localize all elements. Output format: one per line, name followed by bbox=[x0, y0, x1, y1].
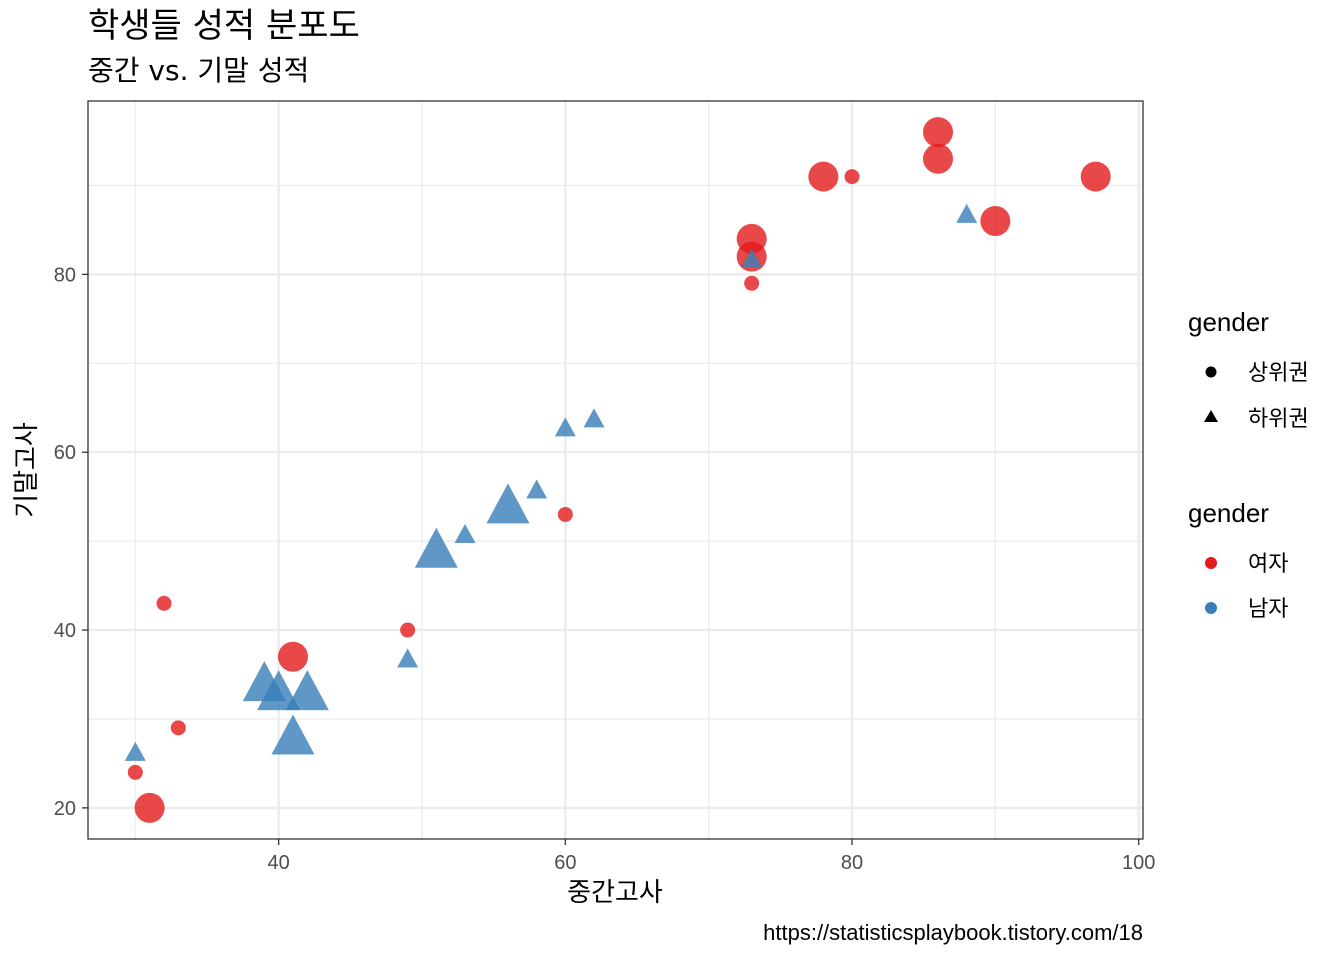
data-point-circle bbox=[127, 764, 143, 780]
data-point-circle bbox=[156, 595, 172, 611]
x-tick-label: 40 bbox=[268, 852, 290, 874]
data-point-circle bbox=[557, 506, 573, 522]
legend-shape: gender 상위권 하위권 bbox=[1188, 307, 1309, 432]
legend-label: 여자 bbox=[1248, 552, 1288, 577]
legend-label: 남자 bbox=[1248, 597, 1288, 622]
data-point-triangle bbox=[271, 714, 315, 755]
x-axis-title: 중간고사 bbox=[567, 878, 663, 908]
data-point-circle bbox=[808, 161, 839, 192]
major-gridlines bbox=[88, 101, 1143, 839]
data-point-triangle bbox=[486, 483, 530, 524]
data-point-circle bbox=[1080, 161, 1111, 192]
data-point-circle bbox=[736, 223, 767, 254]
x-axis: 40 60 80 100 bbox=[268, 839, 1155, 874]
legend-color: gender 여자 남자 bbox=[1188, 498, 1288, 622]
data-point-triangle bbox=[554, 417, 576, 437]
chart-title: 학생들 성적 분포도 bbox=[88, 6, 360, 46]
data-point-triangle bbox=[414, 527, 458, 568]
data-point-circle bbox=[923, 143, 954, 174]
y-tick-label: 20 bbox=[54, 798, 76, 820]
x-tick-label: 60 bbox=[554, 852, 576, 874]
data-point-triangle bbox=[285, 670, 329, 711]
data-point-triangle bbox=[956, 203, 978, 223]
legend-label: 상위권 bbox=[1248, 361, 1309, 386]
data-point-circle bbox=[400, 622, 416, 638]
data-points bbox=[124, 117, 1111, 823]
data-point-circle bbox=[744, 275, 760, 291]
x-tick-label: 80 bbox=[841, 852, 863, 874]
data-point-circle bbox=[923, 117, 954, 148]
data-point-circle bbox=[170, 720, 186, 736]
y-tick-label: 80 bbox=[54, 264, 76, 286]
data-point-triangle bbox=[257, 670, 301, 711]
data-point-circle bbox=[844, 169, 860, 185]
plot-panel-border bbox=[87, 100, 1144, 840]
data-point-triangle bbox=[124, 741, 146, 761]
y-tick-label: 40 bbox=[54, 620, 76, 642]
legend-title: gender bbox=[1188, 498, 1269, 528]
data-point-circle bbox=[980, 206, 1011, 237]
plot-panel-background bbox=[88, 101, 1143, 839]
legend-triangle-icon bbox=[1204, 410, 1218, 422]
legend-red-dot-icon bbox=[1205, 557, 1217, 569]
data-point-triangle bbox=[526, 479, 548, 499]
legend-title: gender bbox=[1188, 307, 1269, 337]
data-point-triangle bbox=[454, 524, 476, 544]
legend-blue-dot-icon bbox=[1205, 602, 1217, 614]
data-point-triangle bbox=[583, 408, 605, 428]
data-point-circle bbox=[134, 792, 165, 823]
y-axis-title: 기말고사 bbox=[12, 422, 42, 518]
chart-caption: https://statisticsplaybook.tistory.com/1… bbox=[763, 920, 1143, 945]
data-point-triangle bbox=[741, 248, 763, 268]
y-tick-label: 60 bbox=[54, 442, 76, 464]
x-tick-label: 100 bbox=[1122, 852, 1155, 874]
legend-circle-icon bbox=[1205, 366, 1217, 378]
legend-label: 하위권 bbox=[1248, 407, 1309, 432]
chart-subtitle: 중간 vs. 기말 성적 bbox=[88, 54, 309, 87]
data-point-circle bbox=[277, 641, 308, 672]
data-point-triangle bbox=[397, 648, 419, 668]
y-axis: 20 40 60 80 bbox=[54, 264, 88, 820]
